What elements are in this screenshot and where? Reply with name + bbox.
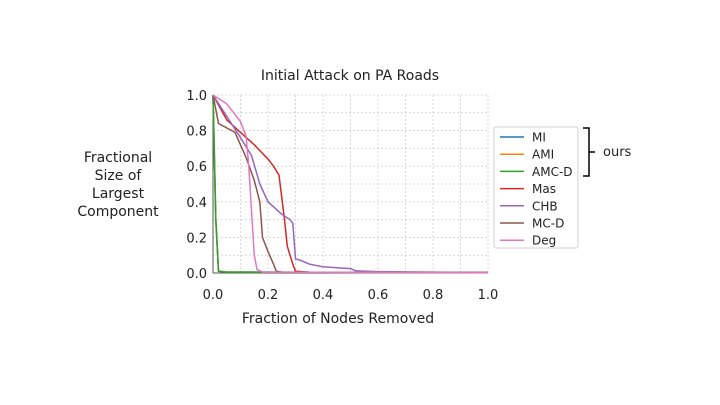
- series-line-mc-d: [212, 94, 489, 274]
- bracket-label: ours: [603, 145, 632, 160]
- x-tick-label: 1.0: [478, 288, 499, 303]
- y-axis-label-line: Component: [77, 204, 159, 220]
- legend-label: Deg: [532, 234, 556, 248]
- x-tick-label: 0.4: [313, 288, 334, 303]
- x-tick-label: 0.6: [368, 288, 389, 303]
- y-tick-label: 0.2: [186, 231, 207, 246]
- series-line-chb: [212, 94, 489, 274]
- legend-label: AMC-D: [532, 165, 573, 179]
- x-tick-label: 0.2: [258, 288, 279, 303]
- legend-box: [493, 126, 579, 249]
- tick-labels: 0.0 0.2 0.4 0.6 0.8 1.0 0.0 0.2 0.4 0.6 0.8 1.0: [186, 89, 498, 303]
- y-axis-label: Fractional Size of Largest Component: [77, 150, 159, 220]
- legend-label: MI: [532, 131, 546, 145]
- legend: MI AMI AMC-D Mas CHB MC-D Deg: [493, 126, 579, 249]
- series-line-mas: [212, 94, 489, 274]
- series-line-deg: [212, 94, 489, 274]
- legend-label: AMI: [532, 148, 554, 162]
- chart-title: Initial Attack on PA Roads: [261, 68, 439, 84]
- x-axis-label: Fraction of Nodes Removed: [242, 311, 434, 327]
- x-tick-label: 0.8: [423, 288, 444, 303]
- y-axis-label-line: Size of: [95, 168, 143, 184]
- y-tick-label: 0.0: [186, 267, 207, 282]
- series-lines: [212, 94, 489, 274]
- legend-label: MC-D: [532, 217, 564, 231]
- y-axis-label-line: Fractional: [84, 150, 152, 166]
- legend-label: CHB: [532, 199, 558, 213]
- x-tick-label: 0.0: [203, 288, 224, 303]
- y-tick-label: 0.8: [186, 125, 207, 140]
- ours-bracket: ours: [583, 127, 632, 177]
- y-tick-label: 0.4: [186, 196, 207, 211]
- legend-label: Mas: [532, 182, 556, 196]
- y-tick-label: 0.6: [186, 160, 207, 175]
- y-tick-label: 1.0: [186, 89, 207, 104]
- bracket-line: [583, 127, 595, 177]
- y-axis-label-line: Largest: [92, 186, 145, 202]
